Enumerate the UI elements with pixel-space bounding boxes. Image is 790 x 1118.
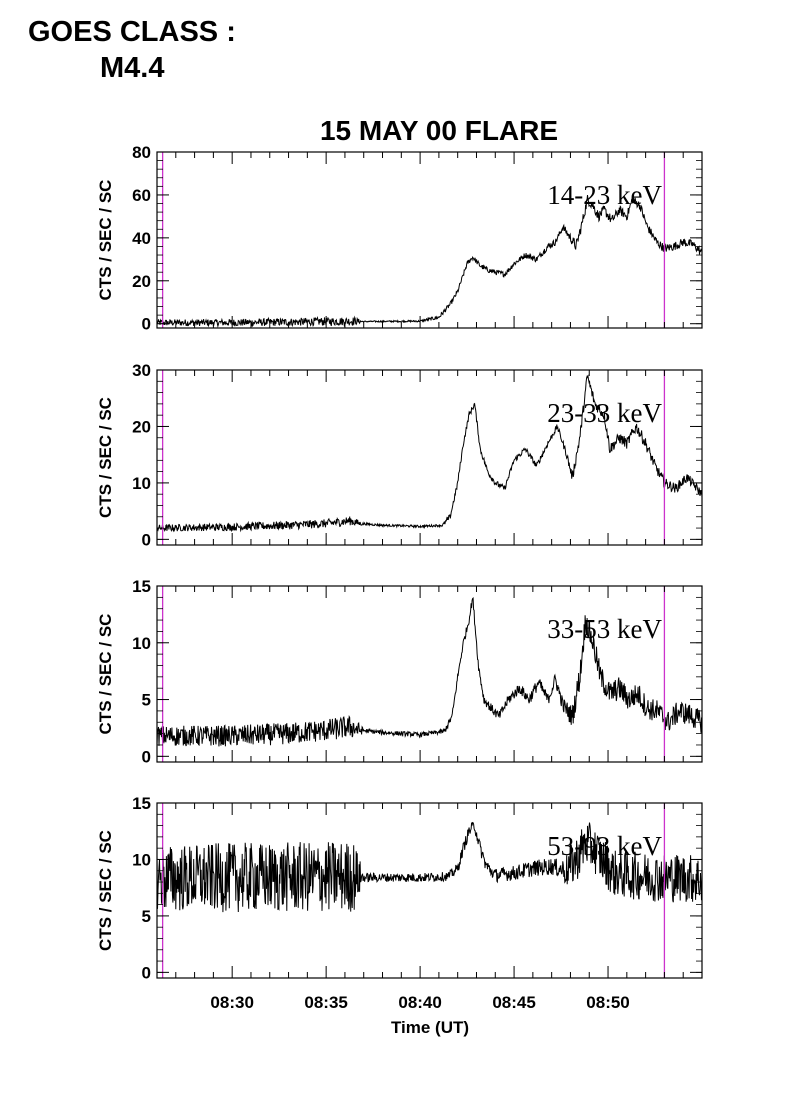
goes-class-value: M4.4 (100, 52, 165, 84)
x-tick-label: 08:50 (586, 993, 629, 1012)
y-tick-label: 15 (132, 794, 151, 813)
y-tick-label: 0 (142, 530, 151, 549)
plot-frame (156, 369, 703, 546)
chart-title: 15 MAY 00 FLARE (320, 115, 558, 146)
y-tick-label: 5 (142, 691, 151, 710)
y-tick-label: 60 (132, 186, 151, 205)
y-axis-label: CTS / SEC / SC (96, 830, 115, 951)
lightcurve-series-2 (156, 374, 703, 533)
y-tick-label: 0 (142, 963, 151, 982)
y-tick-label: 0 (142, 747, 151, 766)
lightcurve-series-3 (156, 597, 703, 747)
y-axis-label: CTS / SEC / SC (96, 614, 115, 735)
plot-frame (156, 802, 703, 979)
x-axis-label: Time (UT) (391, 1018, 469, 1037)
energy-band-label: 53-93 keV (547, 831, 662, 861)
panels-group: 0 20 40 60 80 CTS / SEC / SC 14-23 keV 0 10 20 30 C… (96, 143, 703, 1012)
plot-frame (156, 585, 703, 763)
x-tick-label: 08:45 (492, 993, 535, 1012)
y-tick-label: 40 (132, 229, 151, 248)
y-tick-label: 30 (132, 361, 151, 380)
y-axis-label: CTS / SEC / SC (96, 397, 115, 518)
goes-class-line1: GOES CLASS : (28, 16, 236, 48)
panel-3: 0 5 10 15 CTS / SEC / SC 33-53 keV (96, 577, 703, 766)
x-tick-label: 08:35 (304, 993, 347, 1012)
x-tick-label: 08:30 (210, 993, 253, 1012)
lightcurve-series-4 (156, 821, 703, 913)
x-tick-label: 08:40 (398, 993, 441, 1012)
goes-class-label: GOES CLASS : M4.4 (28, 14, 236, 86)
y-tick-label: 10 (132, 474, 151, 493)
energy-band-label: 33-53 keV (547, 614, 662, 644)
y-tick-label: 15 (132, 577, 151, 596)
y-tick-label: 5 (142, 907, 151, 926)
plot-frame (156, 151, 703, 329)
panel-4: 0 5 10 15 CTS / SEC / SC 53-93 keV (96, 794, 703, 982)
y-axis-label: CTS / SEC / SC (96, 180, 115, 301)
y-tick-label: 10 (132, 850, 151, 869)
lightcurve-series-1 (156, 195, 703, 329)
panel-1: 0 20 40 60 80 CTS / SEC / SC 14-23 keV (96, 143, 703, 334)
panel-2: 0 10 20 30 CTS / SEC / SC 23-33 keV (96, 361, 703, 549)
y-tick-label: 20 (132, 417, 151, 436)
energy-band-label: 14-23 keV (547, 180, 662, 210)
energy-band-label: 23-33 keV (547, 398, 662, 428)
y-tick-label: 0 (142, 315, 151, 334)
y-tick-label: 80 (132, 143, 151, 162)
y-tick-label: 20 (132, 272, 151, 291)
y-tick-label: 10 (132, 634, 151, 653)
